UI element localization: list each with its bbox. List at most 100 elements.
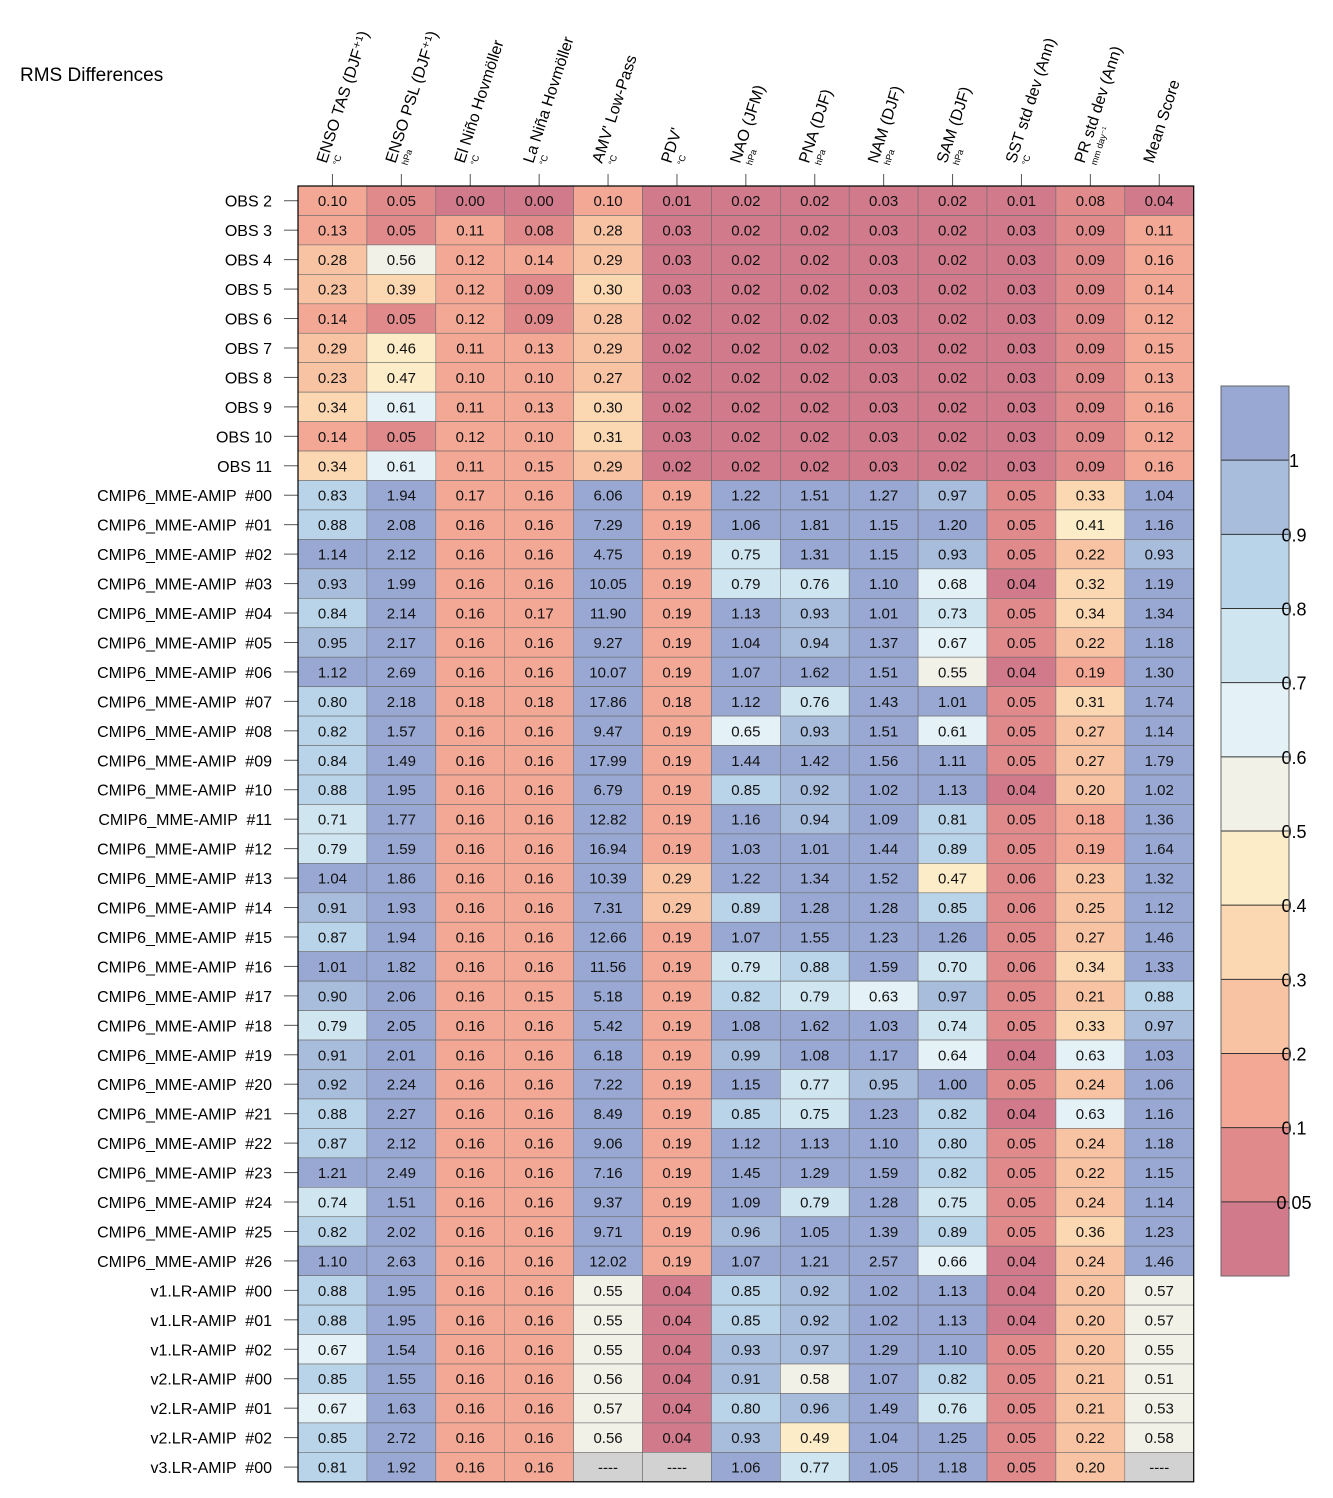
heatmap-cell [986,303,1057,334]
cell-value-label: 0.93 [318,576,347,593]
cell-value-label: 0.97 [938,988,967,1005]
cell-value-label: 0.03 [1007,429,1036,446]
cell-value-label: 0.88 [318,782,347,799]
heatmap-cell [711,1216,781,1247]
heatmap-cell [573,185,643,216]
cell-value-label: 0.10 [593,193,622,210]
cell-value-label: 0.36 [1076,1224,1105,1241]
row-label: CMIP6_MME-AMIP #23 [97,1166,272,1183]
cell-value-label: 0.19 [662,988,691,1005]
cell-value-label: 1.29 [869,1342,898,1359]
cell-value-label: 1.32 [1145,871,1174,888]
cell-value-label: 1.95 [387,1283,416,1300]
heatmap-cell [573,597,643,629]
cell-value-label: 1.22 [731,488,760,505]
cell-value-label: 0.16 [456,988,485,1005]
heatmap-cell [986,362,1057,393]
heatmap-cell [779,539,850,570]
cell-value-label: 0.27 [1076,929,1105,946]
heatmap-cell [504,1275,574,1306]
cell-value-label: 2.69 [387,664,416,681]
heatmap-cell [917,480,988,511]
heatmap-cell [917,745,988,776]
cell-value-label: 0.01 [1007,193,1036,210]
cell-value-label: 0.16 [456,1106,485,1123]
cell-value-label: 0.16 [525,1283,554,1300]
cell-value-label: 0.20 [1076,1460,1105,1477]
heatmap-cell [917,1334,988,1365]
heatmap-cell [573,1098,643,1129]
heatmap-cell [366,480,437,511]
heatmap-cell [573,480,643,511]
heatmap-cell [504,1128,574,1159]
cell-value-label: 9.37 [593,1195,622,1212]
cell-value-label: 2.14 [387,606,416,623]
heatmap-cell [573,244,643,275]
cell-value-label: 0.03 [869,458,898,475]
column-header: ENSO TAS (DJF⁺¹)°C [314,29,373,166]
cell-value-label: 0.90 [318,988,347,1005]
cell-value-label: 0.63 [869,988,898,1005]
heatmap-cell [1124,715,1195,746]
cell-value-label: 0.05 [1007,753,1036,770]
cell-value-label: 0.04 [1007,1283,1036,1300]
heatmap-cell [1055,804,1126,835]
row-label: CMIP6_MME-AMIP #09 [97,753,272,770]
cell-value-label: 0.65 [731,723,760,740]
cell-value-label: 1.57 [387,723,416,740]
cell-value-label: 0.19 [662,1224,691,1241]
heatmap-cell [917,804,988,835]
cell-value-label: 8.49 [593,1106,622,1123]
cell-value-label: 0.67 [318,1342,347,1359]
column-header: SAM (DJF)hPa [934,85,975,167]
cell-value-label: 0.16 [456,782,485,799]
cell-value-label: 0.16 [456,812,485,829]
heatmap-cell [917,715,988,746]
cell-value-label: 0.04 [1007,1253,1036,1270]
heatmap-cell [504,421,574,452]
heatmap-cell [366,450,437,481]
cell-value-label: 0.05 [1007,547,1036,564]
heatmap-cell [642,1187,712,1218]
cell-value-label: 1.01 [800,841,829,858]
heatmap-cell [1055,1039,1126,1070]
cell-value-label: 1.10 [938,1342,967,1359]
cell-value-label: 1.08 [731,1018,760,1035]
heatmap-cell [917,450,988,481]
heatmap-cell [504,362,574,393]
heatmap-cell [297,244,368,275]
heatmap-cell [1124,921,1195,953]
cell-value-label: 0.03 [1007,370,1036,387]
cell-value-label: 0.05 [387,193,416,210]
cell-value-label: 0.68 [938,576,967,593]
row-label: OBS 2 [225,194,272,211]
heatmap-cell [986,1216,1057,1247]
row-label: v1.LR-AMIP #00 [150,1283,272,1300]
heatmap-cell [1055,627,1126,658]
cell-value-label: 1.42 [800,753,829,770]
heatmap-cell [297,1275,368,1306]
heatmap-cell [711,892,781,923]
cell-value-label: 0.19 [662,517,691,534]
row-label: CMIP6_MME-AMIP #20 [97,1077,272,1094]
cell-value-label: 0.16 [525,1312,554,1329]
heatmap-cell [435,539,505,570]
colorbar-segment [1221,608,1289,683]
cell-value-label: 0.16 [456,1136,485,1153]
cell-value-label: 0.18 [456,694,485,711]
heatmap-cell [917,1393,988,1424]
cell-value-label: 1.14 [318,547,347,564]
cell-value-label: 0.75 [800,1106,829,1123]
heatmap-cell [711,1275,781,1306]
cell-value-label: 0.29 [593,252,622,269]
heatmap-cell [986,1187,1057,1218]
cell-value-label: 0.02 [938,193,967,210]
cell-value-label: 0.58 [800,1371,829,1388]
heatmap-cell [435,1393,505,1424]
cell-value-label: 0.16 [456,871,485,888]
heatmap-cell [848,1393,919,1424]
cell-value-label: 1.16 [1145,1106,1174,1123]
column-unit-label: °C [469,153,482,166]
heatmap-cell [1124,656,1195,687]
cell-value-label: 0.75 [938,1195,967,1212]
